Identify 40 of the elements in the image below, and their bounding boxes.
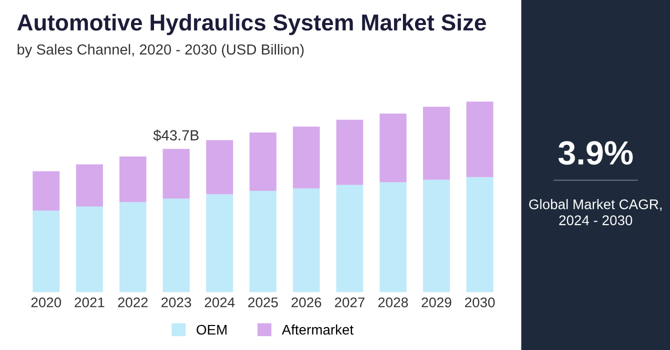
x-tick-label: 2028 bbox=[378, 297, 408, 308]
bar bbox=[380, 182, 407, 292]
bar bbox=[336, 184, 364, 292]
x-tick-label: 2029 bbox=[422, 297, 452, 308]
bar bbox=[292, 126, 320, 188]
bar bbox=[292, 188, 320, 292]
bar bbox=[32, 171, 60, 211]
bar bbox=[423, 106, 450, 180]
bar bbox=[32, 210, 60, 292]
x-tick-label: 2023 bbox=[161, 297, 192, 308]
x-tick-label: 2024 bbox=[204, 297, 235, 308]
annotation: $43.7B bbox=[153, 130, 199, 142]
bar bbox=[206, 194, 234, 292]
chart-subtitle: by Sales Channel, 2020 - 2030 (USD Billion) bbox=[18, 44, 304, 58]
text: 3.9% bbox=[558, 141, 633, 165]
bar bbox=[336, 120, 364, 185]
bar bbox=[76, 164, 103, 206]
x-tick-label: 2020 bbox=[31, 297, 62, 308]
bar bbox=[76, 206, 103, 292]
x-tick-label: 2022 bbox=[118, 297, 148, 308]
legend-label: Aftermarket bbox=[282, 324, 354, 335]
bar bbox=[466, 177, 494, 292]
bar bbox=[162, 198, 190, 292]
x-tick-label: 2030 bbox=[465, 297, 495, 308]
bar bbox=[119, 156, 146, 202]
x-tick-label: 2021 bbox=[74, 297, 104, 308]
text: Global Market CAGR, 2024 - 2030 bbox=[529, 199, 662, 226]
bar bbox=[423, 180, 450, 292]
bar bbox=[206, 140, 234, 194]
chart-title: Automotive Hydraulics System Market Size bbox=[17, 14, 486, 36]
x-tick-label: 2025 bbox=[248, 297, 278, 308]
bar bbox=[250, 132, 276, 191]
bar bbox=[466, 102, 494, 178]
legend-label: OEM bbox=[196, 324, 226, 335]
bar bbox=[380, 114, 407, 182]
bar bbox=[250, 190, 276, 292]
x-tick-label: 2026 bbox=[292, 297, 322, 308]
bar bbox=[162, 148, 190, 199]
x-tick-label: 2027 bbox=[334, 297, 364, 308]
bar bbox=[119, 202, 146, 292]
